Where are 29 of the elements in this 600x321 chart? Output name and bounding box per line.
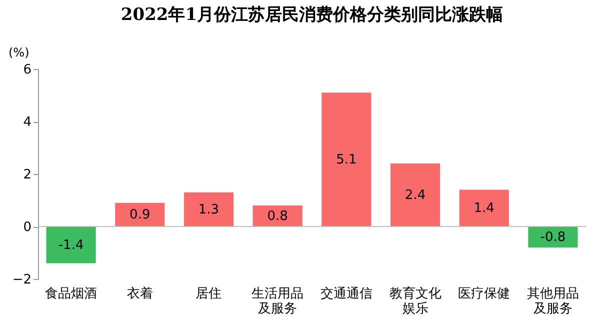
- data-label: 0.9: [130, 208, 150, 223]
- data-label: 5.1: [336, 152, 357, 168]
- y-tick-label: 4: [23, 115, 32, 130]
- x-tick-label: 食品烟酒: [45, 286, 98, 302]
- x-tick-label: 其他用品及服务: [526, 286, 579, 316]
- y-axis-title: (%): [8, 46, 30, 60]
- x-tick-label: 教育文化娱乐: [389, 286, 442, 316]
- data-label: 1.3: [198, 202, 220, 218]
- x-tick-label: 衣着: [126, 286, 153, 302]
- y-tick-label: 2: [23, 168, 32, 182]
- data-label: -1.4: [58, 238, 84, 253]
- bar: [459, 190, 509, 226]
- bar: [322, 92, 372, 226]
- y-tick-label: 6: [23, 62, 32, 78]
- x-tick-label: 交通通信: [320, 286, 372, 302]
- bar: [115, 202, 165, 226]
- x-tick-label: 生活用品及服务: [252, 286, 304, 316]
- data-label: 2.4: [404, 188, 426, 203]
- data-label: 0.8: [267, 209, 288, 224]
- bar: [390, 164, 440, 226]
- bar: [184, 192, 234, 226]
- bar: [46, 226, 96, 264]
- y-tick-label: 0: [23, 220, 32, 235]
- data-label: 1.4: [474, 201, 494, 216]
- y-tick-label: −2: [12, 272, 32, 288]
- chart-title: 2022年1月份江苏居民消费价格分类别同比涨跌幅: [120, 5, 504, 25]
- x-tick-label: 居住: [196, 286, 222, 302]
- x-tick-label: 医疗保健: [458, 286, 510, 302]
- data-label: -0.8: [540, 230, 566, 245]
